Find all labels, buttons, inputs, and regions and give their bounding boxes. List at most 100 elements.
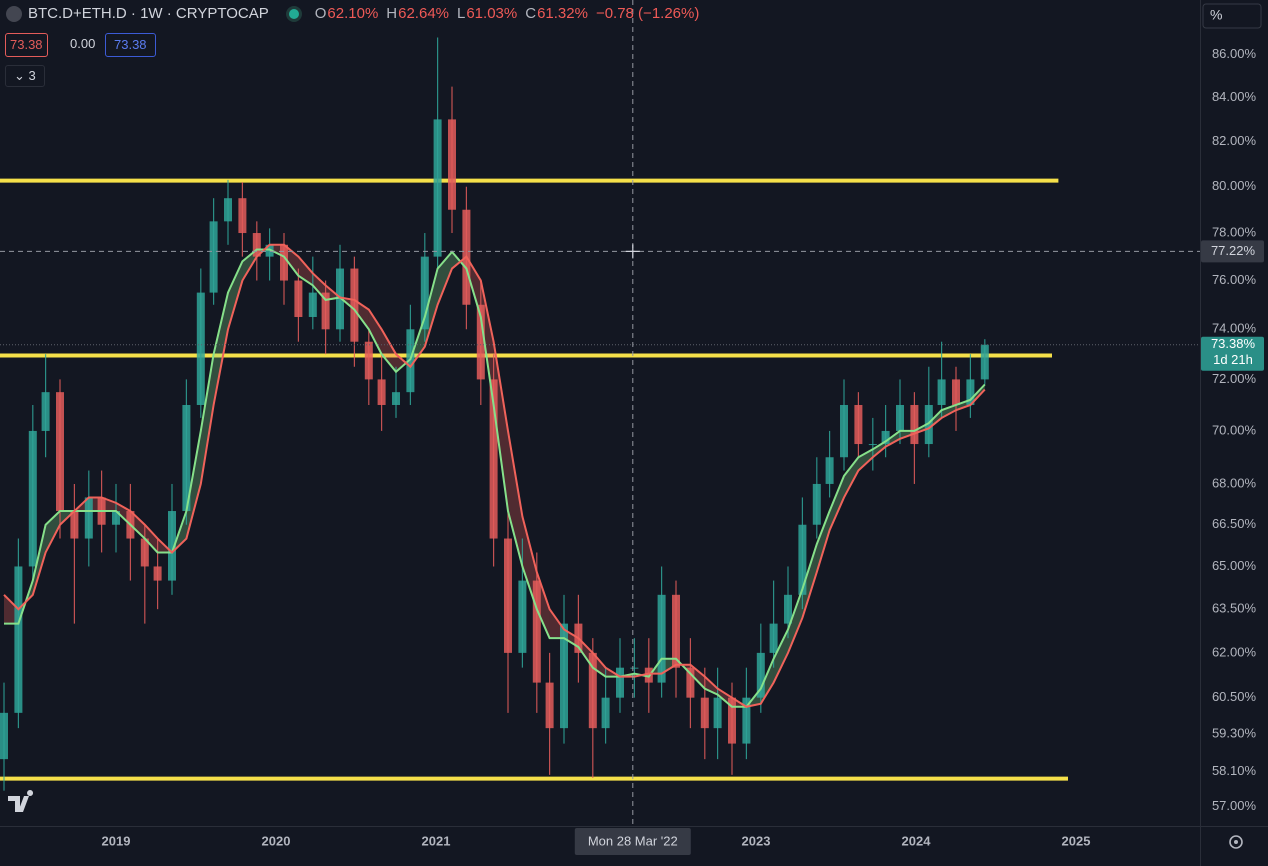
ma-ribbon xyxy=(298,256,313,286)
candle-body xyxy=(742,697,751,744)
candle-body xyxy=(854,404,863,445)
candle-body xyxy=(196,292,205,405)
y-tick-label: 60.50% xyxy=(1212,689,1257,704)
y-tick-label: 63.50% xyxy=(1212,601,1257,616)
candle-body xyxy=(630,667,639,669)
ma-ribbon xyxy=(872,441,886,458)
candle-body xyxy=(560,623,568,729)
candle-body xyxy=(308,292,317,317)
last-price-box xyxy=(1201,336,1264,371)
ma-ribbon xyxy=(829,475,844,531)
candle-body xyxy=(168,511,176,581)
candle-body xyxy=(420,256,429,330)
candle-body xyxy=(812,483,821,525)
y-tick-label: 74.00% xyxy=(1212,321,1257,336)
x-tick-label: 2025 xyxy=(1062,833,1091,848)
crosshair-price-label: 77.22% xyxy=(1211,243,1256,258)
logo xyxy=(8,790,34,812)
ma-ribbon xyxy=(200,354,214,484)
settings-icon[interactable] xyxy=(1229,835,1243,849)
ma-ribbon xyxy=(788,589,803,653)
candle-body xyxy=(896,404,904,431)
candle-body xyxy=(280,244,288,281)
candle-body xyxy=(406,329,415,393)
crosshair-time-label: Mon 28 Mar '22 xyxy=(588,833,678,848)
moving-average xyxy=(4,248,986,708)
candle-body xyxy=(504,538,512,653)
candle-body xyxy=(209,221,218,293)
collapse-button[interactable]: ⌄ 3 xyxy=(5,65,45,87)
candle-body xyxy=(265,244,274,257)
candle-body xyxy=(364,341,373,380)
ma-ribbon xyxy=(381,329,396,372)
candle-body xyxy=(14,566,23,713)
ohlc-key: O xyxy=(314,5,327,22)
candle-body xyxy=(868,444,877,446)
candle-body xyxy=(112,511,120,525)
y-tick-label: 80.00% xyxy=(1212,178,1257,193)
ohlc-key: L xyxy=(457,5,466,22)
status-dot xyxy=(288,8,299,19)
candle-body xyxy=(616,667,624,698)
ohlc-value: 62.10% xyxy=(327,5,379,22)
ma-ribbon xyxy=(773,629,788,683)
candle-body xyxy=(601,697,610,729)
ma-ribbon xyxy=(368,309,382,355)
ohlc-value: 61.03% xyxy=(466,5,518,22)
candle-body xyxy=(28,430,37,567)
settings-icon-dot xyxy=(1234,840,1238,844)
symbol-icon xyxy=(6,5,22,22)
candle-body xyxy=(588,652,597,729)
y-tick-label: 68.00% xyxy=(1212,475,1257,490)
candle-body xyxy=(881,430,890,445)
ma-ribbon xyxy=(508,430,523,567)
scale-mode[interactable]: % xyxy=(1210,7,1222,23)
y-tick-label: 57.00% xyxy=(1212,798,1257,813)
candle-body xyxy=(321,292,330,330)
crosshair-price-box xyxy=(1201,240,1264,263)
y-tick-label: 86.00% xyxy=(1212,46,1257,61)
candle-body xyxy=(825,457,834,484)
ma-ribbon xyxy=(144,524,158,553)
candle-body xyxy=(798,524,807,595)
candle-body xyxy=(657,594,666,683)
candle-body xyxy=(294,280,303,317)
ma-ribbon xyxy=(941,404,956,418)
last-price-label: 73.38% xyxy=(1211,336,1256,351)
ma-ribbon xyxy=(213,292,228,405)
scale-mode-box[interactable] xyxy=(1202,3,1262,29)
y-tick-label: 78.00% xyxy=(1212,224,1257,239)
crosshair-cursor xyxy=(625,244,640,259)
candle-body xyxy=(728,697,736,744)
candle-body xyxy=(769,623,778,653)
candle-body xyxy=(756,652,765,698)
y-tick-label: 58.10% xyxy=(1212,763,1257,778)
candle-body xyxy=(518,580,527,653)
ohlc-value: 61.32% xyxy=(537,5,588,22)
candle-body xyxy=(392,392,400,405)
ma-ribbon xyxy=(228,261,243,330)
ma-ribbon xyxy=(802,544,817,618)
candle-body xyxy=(140,538,149,567)
candle-body xyxy=(532,580,541,683)
y-tick-label: 76.00% xyxy=(1212,272,1257,287)
candle-body xyxy=(686,667,695,698)
plot xyxy=(0,37,1068,791)
indicator-value: 0.00 xyxy=(70,36,96,51)
ma-ribbon xyxy=(704,676,718,695)
ohlc-key: H xyxy=(386,5,398,22)
ma-ribbon xyxy=(186,430,201,539)
candle-body xyxy=(840,404,848,458)
ohlc-value: 62.64% xyxy=(398,5,449,22)
candle-body xyxy=(433,119,442,257)
candle-body xyxy=(41,392,50,431)
candle-body xyxy=(56,392,64,512)
symbol[interactable]: BTC.D+ETH.D · 1W · CRYPTOCAP xyxy=(28,5,269,22)
candle-body xyxy=(713,697,722,729)
ohlc: O62.10% H62.64% L61.03% C61.32% xyxy=(307,5,588,22)
countdown: 1d 21h xyxy=(1213,352,1253,367)
y-tick-label: 62.00% xyxy=(1212,644,1257,659)
